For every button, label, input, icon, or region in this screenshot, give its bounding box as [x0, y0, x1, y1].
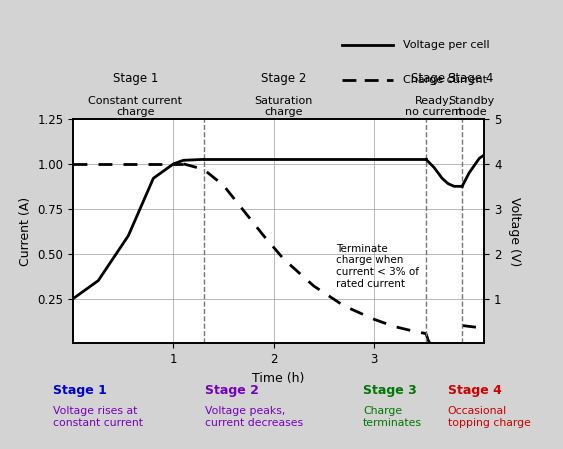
- Text: Standby: Standby: [448, 96, 494, 106]
- Text: mode: mode: [455, 107, 487, 117]
- Y-axis label: Voltage (V): Voltage (V): [508, 197, 521, 266]
- Text: Constant current: Constant current: [88, 96, 182, 106]
- Text: no current: no current: [405, 107, 463, 117]
- Text: Stage 3: Stage 3: [412, 72, 457, 85]
- Text: Stage 2: Stage 2: [261, 72, 306, 85]
- Text: Voltage rises at
constant current: Voltage rises at constant current: [53, 406, 144, 428]
- Text: Ready;: Ready;: [415, 96, 453, 106]
- Text: Charge
terminates: Charge terminates: [363, 406, 422, 428]
- Text: Charge current: Charge current: [403, 75, 487, 85]
- Text: Stage 4: Stage 4: [448, 384, 502, 397]
- Text: Stage 4: Stage 4: [449, 72, 494, 85]
- Y-axis label: Current (A): Current (A): [19, 197, 32, 266]
- Text: Terminate
charge when
current < 3% of
rated current: Terminate charge when current < 3% of ra…: [336, 244, 419, 289]
- X-axis label: Time (h): Time (h): [252, 372, 305, 385]
- Text: Voltage peaks,
current decreases: Voltage peaks, current decreases: [205, 406, 303, 428]
- Text: Stage 2: Stage 2: [205, 384, 260, 397]
- Text: Stage 1: Stage 1: [53, 384, 108, 397]
- Text: Occasional
topping charge: Occasional topping charge: [448, 406, 530, 428]
- Text: Voltage per cell: Voltage per cell: [403, 40, 490, 50]
- Text: Saturation: Saturation: [254, 96, 313, 106]
- Text: charge: charge: [265, 107, 303, 117]
- Text: charge: charge: [116, 107, 155, 117]
- Text: Stage 1: Stage 1: [113, 72, 158, 85]
- Text: Stage 3: Stage 3: [363, 384, 417, 397]
